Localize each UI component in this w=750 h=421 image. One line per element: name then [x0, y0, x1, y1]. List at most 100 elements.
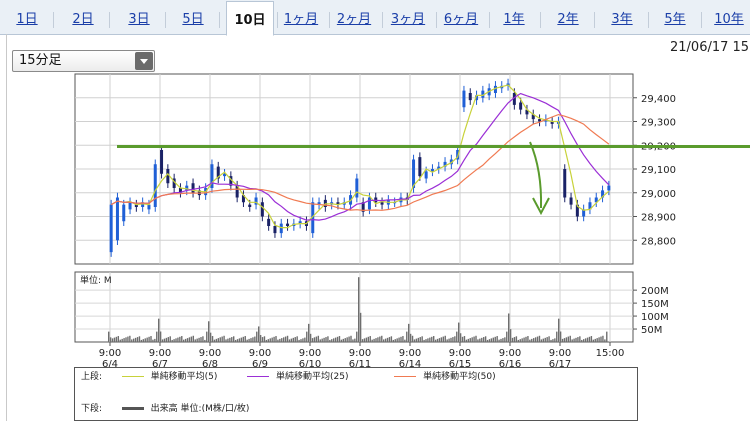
candle-body	[216, 166, 220, 179]
tab-7[interactable]: 2ヶ月	[336, 12, 372, 27]
volume-bar	[161, 339, 164, 342]
volume-panel	[74, 271, 634, 343]
volume-bar	[221, 336, 223, 342]
tab-separator	[436, 12, 437, 28]
volume-bar	[163, 338, 166, 342]
volume-bar	[209, 332, 212, 342]
volume-bar	[171, 339, 173, 342]
volume-bar	[334, 337, 337, 342]
volume-bar	[144, 338, 146, 342]
volume-bar	[313, 337, 316, 342]
y-tick-label: 29,300	[641, 118, 676, 129]
x-tick-time: 9:00	[149, 348, 171, 359]
x-tick-time: 9:00	[549, 348, 571, 359]
volume-bar	[217, 338, 220, 342]
volume-bar	[350, 335, 352, 342]
volume-bar	[367, 336, 370, 342]
tab-10[interactable]: 1年	[503, 12, 525, 27]
volume-bar	[190, 336, 193, 342]
volume-bar	[523, 337, 525, 342]
candle-body	[160, 150, 164, 174]
tab-1[interactable]: 1日	[16, 12, 38, 27]
volume-bar	[248, 338, 250, 342]
volume-bar	[146, 337, 148, 342]
tab-2[interactable]: 2日	[72, 12, 94, 27]
volume-bar	[486, 339, 489, 342]
ma5-swatch	[121, 376, 144, 377]
volume-bar	[425, 339, 427, 342]
candle-body	[336, 202, 340, 205]
volume-bar	[404, 339, 406, 342]
volume-bar	[179, 336, 181, 342]
candle-body	[361, 202, 365, 212]
chevron-down-icon[interactable]	[135, 52, 153, 70]
volume-bar	[604, 339, 606, 342]
candle-body	[273, 226, 277, 234]
volume-bar	[590, 336, 593, 342]
volume-bar	[273, 336, 275, 342]
down-arrow-head	[532, 197, 550, 216]
volume-bar	[294, 337, 296, 342]
candle-body	[355, 178, 359, 198]
tab-13[interactable]: 5年	[664, 12, 686, 27]
volume-bar	[275, 336, 277, 342]
tab-9[interactable]: 6ヶ月	[443, 12, 479, 27]
volume-bar	[465, 339, 468, 342]
chart-legend: 上段: 単純移動平均(5) 単純移動平均(25) 単純移動平均(50) 下段: …	[74, 367, 638, 421]
volume-bar	[415, 338, 418, 342]
y-tick-label: 28,800	[641, 236, 676, 247]
volume-bar	[515, 336, 518, 342]
tab-3[interactable]: 3日	[128, 12, 150, 27]
volume-bar	[427, 338, 429, 342]
volume-bar	[436, 338, 439, 342]
volume-bar	[463, 336, 466, 342]
legend-upper-row: 上段: 単純移動平均(5) 単純移動平均(25) 単純移動平均(50)	[81, 370, 496, 384]
tab-5[interactable]: 10日	[226, 1, 274, 36]
tab-6[interactable]: 1ヶ月	[283, 12, 319, 27]
volume-bar	[123, 338, 125, 342]
volume-bar	[583, 339, 585, 342]
volume-bar	[236, 339, 239, 342]
candle-body	[443, 161, 447, 167]
volume-bar	[258, 326, 260, 342]
tab-8[interactable]: 3ヶ月	[390, 12, 426, 27]
volume-bar	[348, 336, 350, 342]
volume-bar	[284, 336, 287, 342]
volume-bar	[502, 338, 504, 342]
vol-tick-label: 100M	[641, 312, 669, 323]
volume-bar	[519, 339, 521, 342]
tab-14[interactable]: 10年	[714, 12, 744, 27]
volume-bar	[259, 335, 262, 342]
volume-bar	[358, 277, 360, 342]
candle-body	[166, 169, 170, 184]
volume-bar	[581, 339, 583, 342]
volume-bar	[386, 337, 389, 342]
candle-body	[430, 169, 434, 172]
volume-bar	[336, 336, 339, 342]
volume-bar	[140, 339, 143, 342]
tab-11[interactable]: 2年	[557, 12, 579, 27]
volume-bar	[263, 336, 266, 342]
volume-bar	[113, 337, 116, 342]
volume-bar	[363, 338, 366, 342]
tab-12[interactable]: 3年	[611, 12, 633, 27]
volume-bar	[204, 339, 206, 342]
candle-body	[178, 188, 182, 193]
volume-bar	[133, 338, 135, 342]
volume-bar	[319, 339, 321, 342]
tab-separator	[382, 12, 383, 28]
tab-4[interactable]: 5日	[182, 12, 204, 27]
volume-bar	[383, 339, 385, 342]
volume-bar	[423, 339, 425, 342]
interval-select[interactable]: 15分足	[12, 50, 155, 72]
volume-bar	[125, 337, 127, 342]
x-tick-date: 6/4	[102, 359, 118, 370]
candle-body	[588, 202, 592, 210]
candle-body	[493, 85, 497, 93]
volume-bar	[375, 338, 377, 342]
candle-body	[147, 204, 151, 210]
volume-bar	[325, 337, 327, 342]
volume-bar	[288, 339, 291, 342]
volume-bar	[606, 331, 608, 342]
volume-bar	[433, 336, 435, 342]
